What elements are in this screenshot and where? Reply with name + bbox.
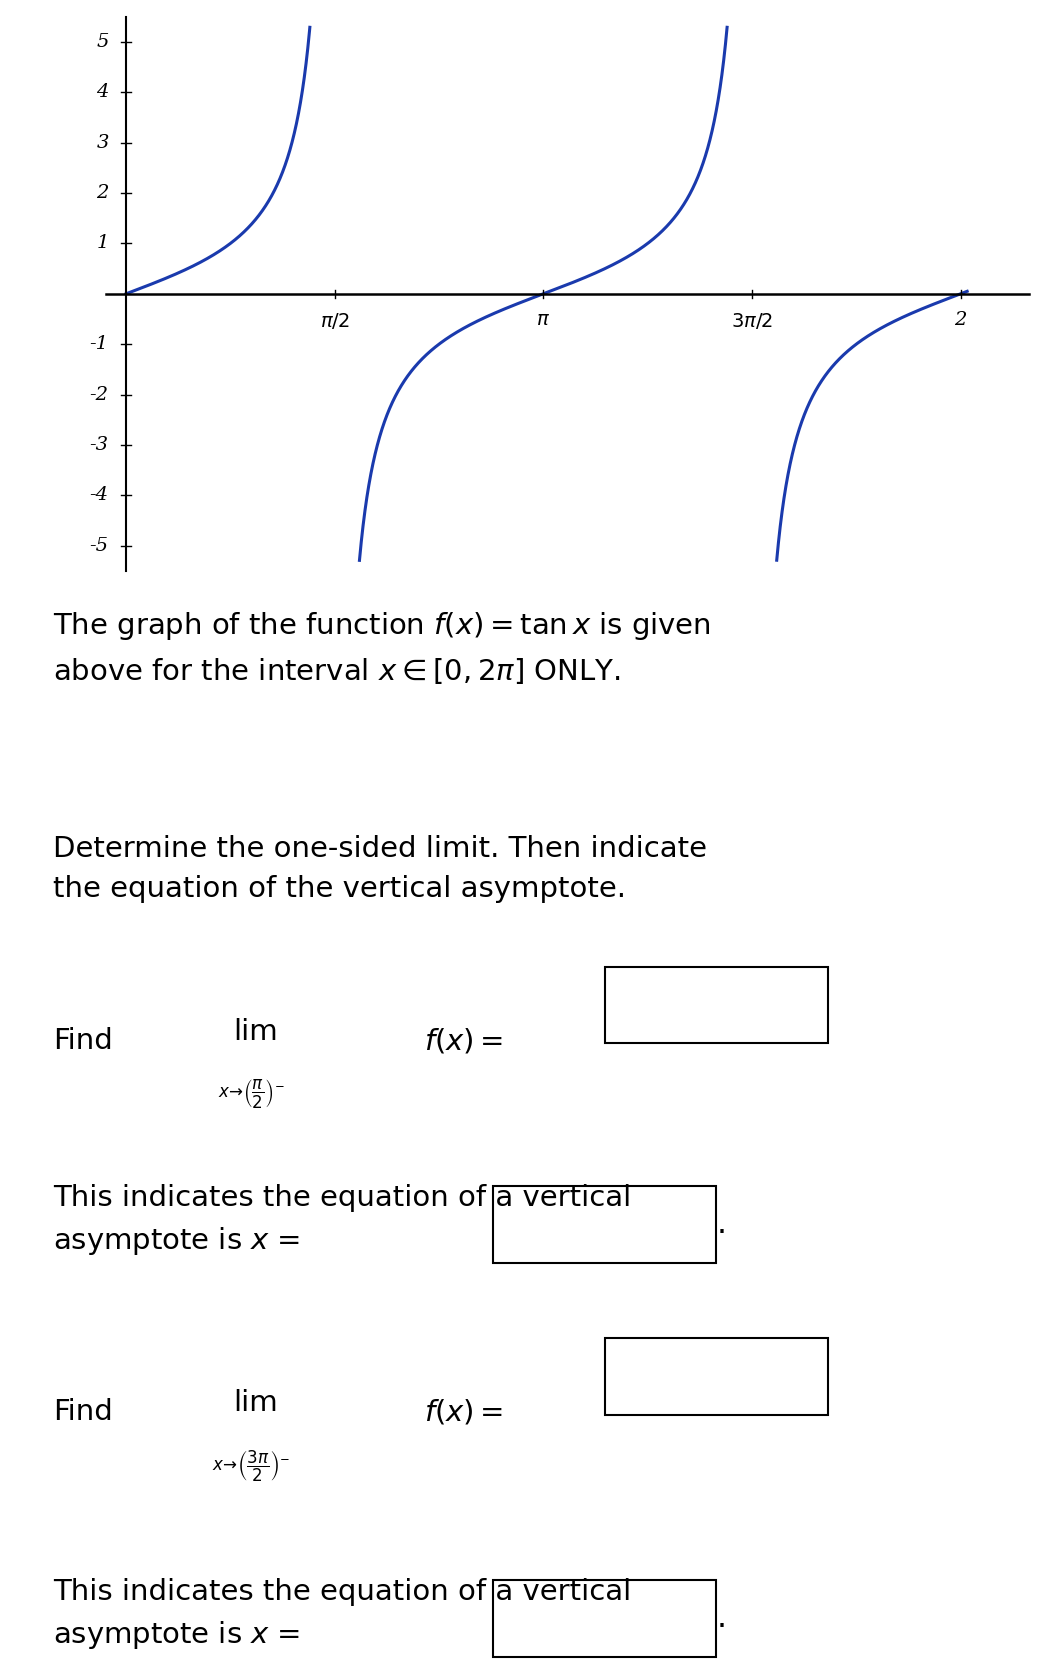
Text: $\pi$: $\pi$ [536, 312, 551, 329]
Text: $3\pi/2$: $3\pi/2$ [731, 312, 773, 331]
Text: lim: lim [233, 1017, 278, 1046]
Text: 1: 1 [97, 235, 109, 252]
Text: -5: -5 [90, 537, 109, 554]
Text: 3: 3 [97, 134, 109, 151]
Text: 2: 2 [954, 312, 967, 329]
Text: Find: Find [53, 1397, 112, 1425]
Text: The graph of the function $f(x) = \tan x$ is given
above for the interval $x \in: The graph of the function $f(x) = \tan x… [53, 611, 711, 685]
FancyBboxPatch shape [605, 1338, 828, 1415]
Text: -2: -2 [90, 386, 109, 403]
Text: $\pi/2$: $\pi/2$ [319, 312, 350, 331]
Text: This indicates the equation of a vertical
asymptote is $x$ =: This indicates the equation of a vertica… [53, 1184, 631, 1258]
FancyBboxPatch shape [493, 1580, 716, 1657]
Text: .: . [716, 1603, 727, 1634]
FancyBboxPatch shape [605, 967, 828, 1043]
Text: -4: -4 [90, 487, 109, 504]
Text: -3: -3 [90, 437, 109, 453]
Text: -1: -1 [90, 336, 109, 353]
Text: $f(x) =$: $f(x) =$ [424, 1026, 504, 1056]
FancyBboxPatch shape [493, 1187, 716, 1263]
Text: lim: lim [233, 1389, 278, 1417]
Text: This indicates the equation of a vertical
asymptote is $x$ =: This indicates the equation of a vertica… [53, 1578, 631, 1650]
Text: $f(x) =$: $f(x) =$ [424, 1397, 504, 1427]
Text: Determine the one-sided limit. Then indicate
the equation of the vertical asympt: Determine the one-sided limit. Then indi… [53, 836, 707, 903]
Text: 2: 2 [97, 185, 109, 201]
Text: 4: 4 [97, 84, 109, 101]
Text: $x\!\to\!\left(\dfrac{\pi}{2}\right)^{\!-}$: $x\!\to\!\left(\dfrac{\pi}{2}\right)^{\!… [218, 1078, 284, 1110]
Text: 5: 5 [97, 34, 109, 50]
Text: .: . [716, 1209, 727, 1241]
Text: Find: Find [53, 1026, 112, 1054]
Text: $x\!\to\!\left(\dfrac{3\pi}{2}\right)^{\!-}$: $x\!\to\!\left(\dfrac{3\pi}{2}\right)^{\… [212, 1449, 291, 1484]
